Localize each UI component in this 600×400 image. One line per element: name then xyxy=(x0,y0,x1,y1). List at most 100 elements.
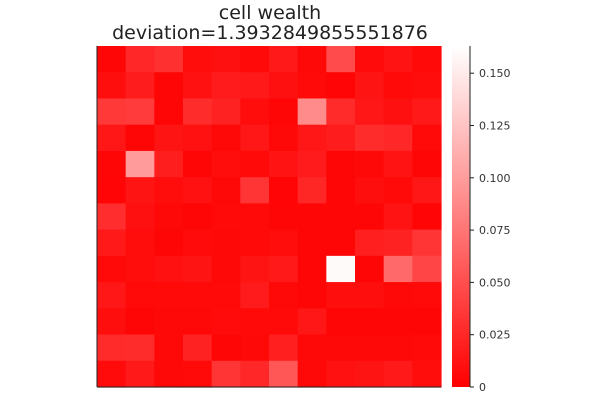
heatmap-cell xyxy=(269,308,299,336)
heatmap-cell xyxy=(97,72,127,100)
heatmap-cell xyxy=(183,98,213,126)
heatmap-cell xyxy=(326,150,356,178)
heatmap-cell xyxy=(183,308,213,336)
heatmap-cell xyxy=(297,308,327,336)
heatmap-cell xyxy=(240,229,270,257)
heatmap-cell xyxy=(355,282,385,309)
heatmap-cell xyxy=(97,255,127,283)
heatmap-cell xyxy=(297,282,327,309)
heatmap-cell xyxy=(183,124,213,152)
heatmap-cell xyxy=(240,334,270,362)
heatmap-cell xyxy=(355,255,385,283)
heatmap-cell xyxy=(269,360,299,388)
heatmap-cell xyxy=(154,177,184,204)
heatmap-cell xyxy=(355,98,385,126)
heatmap-cell xyxy=(240,203,270,231)
heatmap-cell xyxy=(412,150,442,178)
heatmap-cell xyxy=(97,46,127,73)
heatmap-cell xyxy=(183,72,213,100)
heatmap-cell xyxy=(154,150,184,178)
heatmap-cell xyxy=(183,360,213,388)
heatmap-cell xyxy=(183,229,213,257)
heatmap-cell xyxy=(211,229,241,257)
heatmap-cell xyxy=(154,334,184,362)
heatmap-cell xyxy=(297,229,327,257)
heatmap-cell xyxy=(183,177,213,204)
heatmap-cell xyxy=(297,98,327,126)
heatmap-cell xyxy=(154,72,184,100)
heatmap-cell xyxy=(240,177,270,204)
heatmap-cell xyxy=(269,334,299,362)
heatmap-cell xyxy=(326,360,356,388)
heatmap-cell xyxy=(211,282,241,309)
heatmap-cell xyxy=(211,334,241,362)
heatmap-cell xyxy=(154,308,184,336)
heatmap-cell xyxy=(269,255,299,283)
heatmap-cell xyxy=(269,177,299,204)
heatmap-cell xyxy=(383,150,413,178)
colorbar-tick-label: 0.150 xyxy=(479,67,511,80)
heatmap-cell xyxy=(125,72,155,100)
heatmap-cell xyxy=(97,360,127,388)
heatmap-cell xyxy=(154,98,184,126)
heatmap-cell xyxy=(355,124,385,152)
heatmap-cell xyxy=(326,334,356,362)
heatmap-cell xyxy=(97,282,127,309)
heatmap-cell xyxy=(412,334,442,362)
heatmap-cell xyxy=(125,46,155,73)
heatmap-cell xyxy=(355,203,385,231)
heatmap-cell xyxy=(355,177,385,204)
heatmap-cell xyxy=(297,72,327,100)
heatmap-cell xyxy=(154,360,184,388)
heatmap-cell xyxy=(240,255,270,283)
heatmap-cell xyxy=(240,124,270,152)
heatmap-cell xyxy=(97,229,127,257)
heatmap-cell xyxy=(97,203,127,231)
heatmap-cell xyxy=(269,98,299,126)
heatmap-cell xyxy=(412,124,442,152)
heatmap-cell xyxy=(355,360,385,388)
colorbar-tick-label: 0 xyxy=(479,381,486,394)
heatmap-cell xyxy=(383,203,413,231)
heatmap-cell xyxy=(326,229,356,257)
heatmap-cell xyxy=(297,255,327,283)
heatmap-cell xyxy=(125,229,155,257)
heatmap-cell xyxy=(383,308,413,336)
heatmap-cell xyxy=(269,203,299,231)
chart-subtitle: deviation=1.3932849855551876 xyxy=(112,22,428,44)
heatmap-cell xyxy=(355,150,385,178)
heatmap-cell xyxy=(240,360,270,388)
heatmap-cell xyxy=(412,72,442,100)
heatmap-cell xyxy=(412,203,442,231)
heatmap-cell xyxy=(211,72,241,100)
chart-title: cell wealth xyxy=(218,2,322,24)
heatmap-cell xyxy=(240,46,270,73)
heatmap-cell xyxy=(383,177,413,204)
heatmap-cell xyxy=(269,229,299,257)
heatmap-cell xyxy=(355,72,385,100)
heatmap-cell xyxy=(97,308,127,336)
colorbar-tick-label: 0.125 xyxy=(479,120,511,133)
heatmap-cell xyxy=(211,360,241,388)
heatmap-cell xyxy=(211,308,241,336)
heatmap-cell xyxy=(125,255,155,283)
heatmap-cell xyxy=(240,72,270,100)
heatmap-cell xyxy=(297,150,327,178)
heatmap-cell xyxy=(240,150,270,178)
heatmap-cell xyxy=(355,229,385,257)
heatmap-cell xyxy=(183,282,213,309)
heatmap-cell xyxy=(154,282,184,309)
heatmap-cell xyxy=(125,177,155,204)
heatmap-cell xyxy=(240,98,270,126)
heatmap-cell xyxy=(211,177,241,204)
heatmap-cell xyxy=(383,255,413,283)
heatmap-cell xyxy=(383,46,413,73)
heatmap-cell xyxy=(355,334,385,362)
heatmap-cell xyxy=(383,282,413,309)
heatmap-cell xyxy=(211,150,241,178)
heatmap-cell xyxy=(297,203,327,231)
heatmap-cell xyxy=(355,46,385,73)
heatmap-cell xyxy=(97,334,127,362)
heatmap-cell xyxy=(269,46,299,73)
heatmap-cell xyxy=(269,282,299,309)
